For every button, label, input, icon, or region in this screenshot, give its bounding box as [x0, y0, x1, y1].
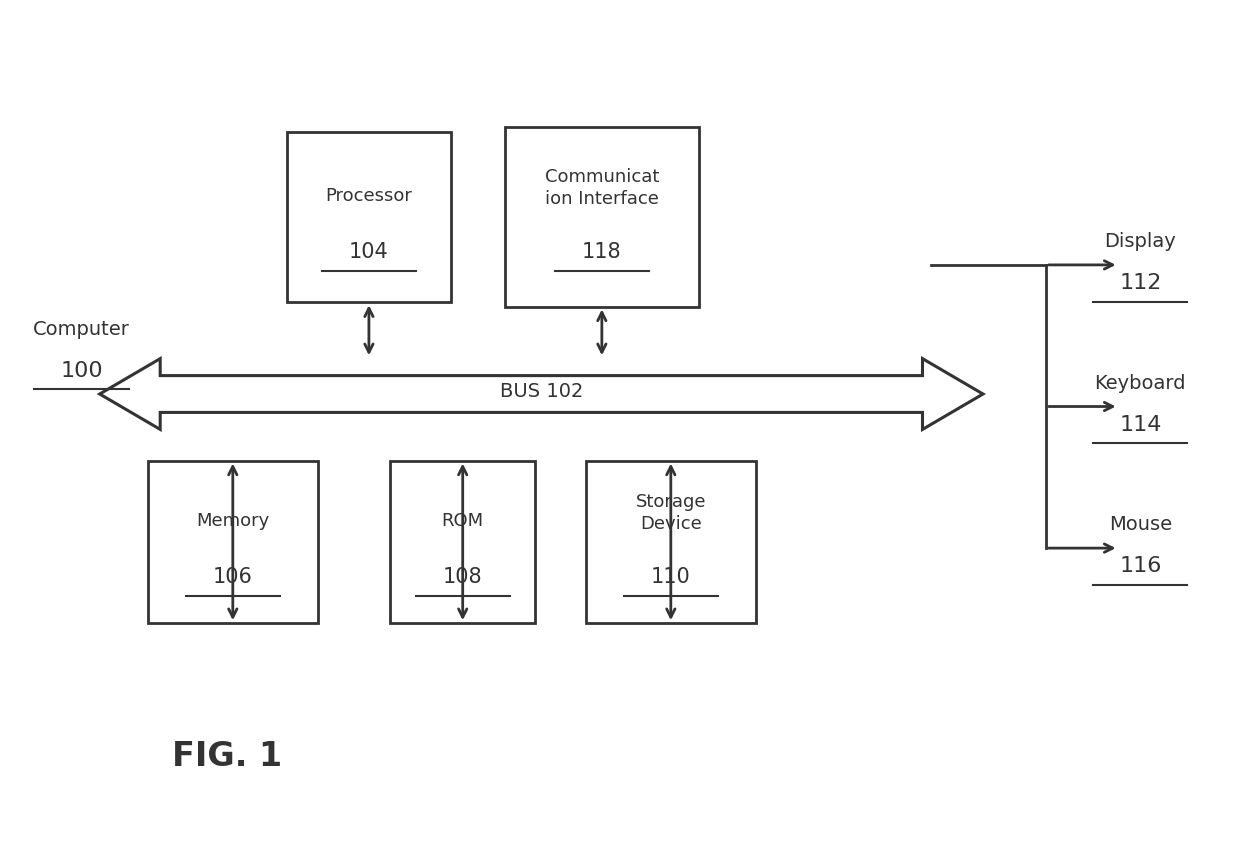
- Text: 104: 104: [348, 242, 389, 262]
- FancyBboxPatch shape: [288, 132, 450, 302]
- FancyBboxPatch shape: [148, 461, 317, 623]
- Text: Memory: Memory: [196, 512, 269, 530]
- Text: BUS 102: BUS 102: [500, 382, 583, 401]
- Text: Display: Display: [1105, 232, 1177, 251]
- Text: FIG. 1: FIG. 1: [172, 740, 283, 773]
- Text: 100: 100: [61, 361, 103, 381]
- Text: 116: 116: [1120, 557, 1162, 576]
- Text: 114: 114: [1120, 415, 1162, 435]
- Text: 112: 112: [1120, 274, 1162, 293]
- Text: Keyboard: Keyboard: [1095, 374, 1185, 393]
- Text: Processor: Processor: [325, 187, 413, 205]
- FancyBboxPatch shape: [391, 461, 536, 623]
- Text: ROM: ROM: [441, 512, 484, 530]
- FancyBboxPatch shape: [505, 128, 698, 306]
- Text: 118: 118: [582, 242, 621, 262]
- Text: 108: 108: [443, 567, 482, 587]
- Text: Computer: Computer: [33, 319, 130, 338]
- Text: 106: 106: [213, 567, 253, 587]
- Text: 110: 110: [651, 567, 691, 587]
- Text: Communicat
ion Interface: Communicat ion Interface: [544, 167, 658, 208]
- Text: Storage
Device: Storage Device: [636, 493, 706, 532]
- FancyBboxPatch shape: [587, 461, 755, 623]
- Polygon shape: [99, 359, 983, 430]
- Text: Mouse: Mouse: [1109, 515, 1172, 534]
